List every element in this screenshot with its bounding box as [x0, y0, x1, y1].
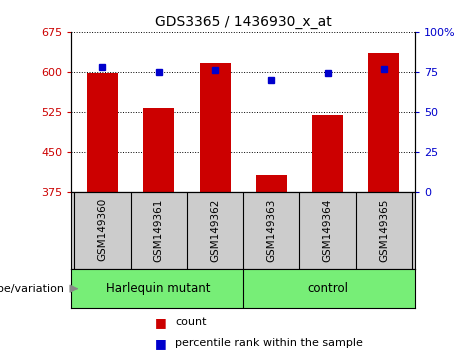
Bar: [312, 115, 343, 192]
Text: GSM149361: GSM149361: [154, 198, 164, 262]
Text: Harlequin mutant: Harlequin mutant: [106, 282, 211, 295]
Text: GSM149364: GSM149364: [323, 198, 333, 262]
Bar: [87, 74, 118, 192]
Bar: [200, 63, 230, 192]
Bar: [256, 175, 287, 192]
Text: ■: ■: [154, 337, 166, 350]
Title: GDS3365 / 1436930_x_at: GDS3365 / 1436930_x_at: [155, 16, 331, 29]
Text: control: control: [307, 282, 348, 295]
Bar: [368, 53, 399, 192]
Bar: [143, 108, 174, 192]
Text: percentile rank within the sample: percentile rank within the sample: [175, 338, 363, 348]
Text: ■: ■: [154, 316, 166, 329]
Text: genotype/variation: genotype/variation: [0, 284, 65, 294]
Text: count: count: [175, 317, 207, 327]
Text: GSM149363: GSM149363: [266, 198, 276, 262]
Text: GSM149362: GSM149362: [210, 198, 220, 262]
Text: GSM149365: GSM149365: [379, 198, 389, 262]
Text: GSM149360: GSM149360: [97, 198, 107, 262]
